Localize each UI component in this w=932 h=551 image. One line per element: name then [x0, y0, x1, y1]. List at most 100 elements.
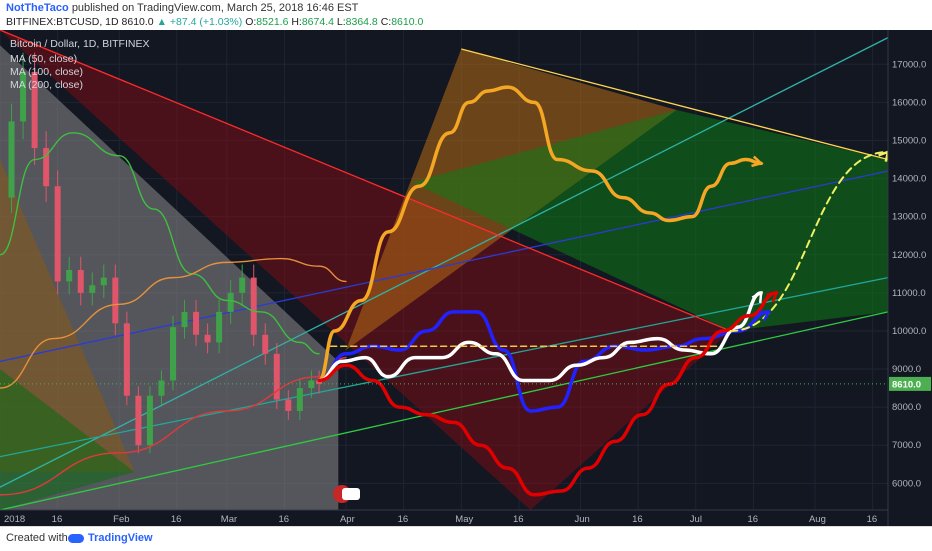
- price-label-badge: [889, 376, 931, 391]
- candle-body-4: [43, 148, 50, 187]
- candle-body-20: [227, 292, 234, 312]
- y-tick-label: 13000.0: [892, 212, 926, 223]
- y-tick-label: 8000.0: [892, 402, 921, 413]
- tradingview-brand-link[interactable]: TradingView: [88, 532, 153, 544]
- candles: [8, 52, 323, 454]
- candle-body-19: [216, 311, 223, 343]
- series-lines: [0, 85, 889, 497]
- legend-ma50: MA (50, close): [10, 53, 77, 65]
- publish-line: NotTheTaco published on TradingView.com,…: [6, 2, 358, 14]
- candle-body-11: [123, 323, 130, 396]
- arrow-projection-orange: [751, 155, 764, 168]
- region-red-triangle: [0, 30, 731, 510]
- candle-body-8: [89, 285, 96, 293]
- x-tick-label: Feb: [113, 514, 129, 525]
- x-tick-label: Jul: [690, 514, 702, 525]
- candle-body-26: [296, 388, 303, 411]
- symbol-line: BITFINEX:BTCUSD, 1D 8610.0 ▲ +87.4 (+1.0…: [6, 16, 423, 28]
- price-change: ▲ +87.4 (+1.03%): [156, 16, 243, 28]
- tradingview-cloud-icon: [68, 534, 84, 543]
- candle-body-12: [135, 395, 142, 446]
- legend-title: Bitcoin / Dollar, 1D, BITFINEX: [10, 38, 149, 50]
- x-tick-label: 16: [278, 514, 289, 525]
- x-tick-label: Apr: [340, 514, 355, 525]
- x-tick-label: Jun: [574, 514, 589, 525]
- candle-body-27: [308, 380, 315, 389]
- candle-body-9: [100, 277, 107, 286]
- chart-legend: Bitcoin / Dollar, 1D, BITFINEX MA (50, c…: [10, 38, 149, 91]
- footer: Created with TradingView: [0, 526, 932, 551]
- open-label: O:: [245, 16, 257, 28]
- flag-badge[interactable]: [333, 485, 360, 503]
- x-tick-label: 16: [747, 514, 758, 525]
- x-tick-label: 16: [513, 514, 524, 525]
- region-green-area: [411, 110, 888, 331]
- high-label: H:: [291, 16, 302, 28]
- region-green-left-triangle: [0, 369, 135, 510]
- publish-header: NotTheTaco published on TradingView.com,…: [0, 0, 932, 30]
- region-orange-left-triangle: [0, 159, 135, 472]
- close-value: 8610.0: [391, 16, 424, 28]
- candle-body-16: [181, 311, 188, 328]
- series-projection-red: [317, 291, 779, 497]
- series-projection-white: [317, 291, 763, 383]
- price-chart[interactable]: 6000.0 7000.0 8000.0 9000.0 10000.0 11000.0 12…: [0, 30, 932, 526]
- author-link[interactable]: NotTheTaco: [6, 2, 69, 14]
- y-tick-label: 14000.0: [892, 174, 926, 185]
- x-tick-label: 16: [398, 514, 409, 525]
- series-dashed-yellow-target: [729, 150, 889, 332]
- y-tick-label: 11000.0: [892, 288, 926, 299]
- legend-ma200: MA (200, close): [10, 79, 83, 91]
- arrow-projection-white: [751, 290, 763, 303]
- legend-ma100: MA (100, close): [10, 66, 83, 78]
- candle-body-14: [158, 380, 165, 396]
- x-tick-label: 2018: [4, 514, 25, 525]
- published-text: published on TradingView.com, March 25, …: [71, 2, 359, 14]
- x-tick-label: 16: [171, 514, 182, 525]
- low-label: L:: [336, 16, 346, 28]
- y-tick-label: 12000.0: [892, 250, 926, 261]
- x-tick-label: 16: [632, 514, 643, 525]
- series-ma-200-close-: [0, 356, 347, 496]
- created-with-text: Created with: [6, 532, 68, 544]
- candle-body-15: [169, 327, 176, 381]
- series-projection-blue: [317, 310, 771, 413]
- low-value: 8364.8: [345, 16, 378, 28]
- open-value: 8521.6: [256, 16, 289, 28]
- y-axis-panel: [888, 30, 932, 526]
- candle-body-5: [54, 186, 61, 282]
- candle-body-24: [273, 353, 280, 400]
- trend-line-1: [0, 170, 889, 363]
- candle-body-23: [262, 334, 269, 354]
- y-tick-label: 17000.0: [892, 59, 926, 70]
- y-tick-label: 16000.0: [892, 97, 926, 108]
- y-tick-label: 15000.0: [892, 135, 926, 146]
- candle-body-25: [285, 399, 292, 411]
- arrow-heads: [751, 149, 890, 322]
- arrow-projection-blue: [758, 310, 772, 322]
- series-projection-orange: [317, 85, 763, 383]
- arrow-projection-red: [766, 291, 779, 303]
- high-value: 8674.4: [301, 16, 334, 28]
- candle-body-2: [20, 71, 27, 122]
- candle-body-10: [112, 277, 119, 324]
- x-tick-label: Mar: [221, 514, 237, 525]
- trend-line-2: [0, 311, 889, 511]
- axes: 6000.0 7000.0 8000.0 9000.0 10000.0 11000.0 12…: [0, 30, 932, 526]
- candle-body-3: [31, 71, 38, 149]
- trend-line-5: [461, 48, 889, 161]
- badge-icon: [342, 488, 360, 500]
- series-ma-100-close-: [0, 257, 347, 389]
- candle-body-7: [77, 270, 84, 293]
- candle-body-6: [66, 270, 73, 282]
- candle-body-22: [250, 277, 257, 335]
- x-tick-label: 16: [52, 514, 63, 525]
- close-label: C:: [380, 16, 392, 28]
- y-tick-label: 9000.0: [892, 364, 921, 375]
- symbol-label: BITFINEX:BTCUSD, 1D: [6, 16, 119, 28]
- x-tick-label: Aug: [809, 514, 826, 525]
- y-tick-label: 7000.0: [892, 440, 921, 451]
- y-tick-label: 10000.0: [892, 326, 926, 337]
- price-label-text: 8610.0: [892, 379, 921, 390]
- last-price: 8610.0: [121, 16, 154, 28]
